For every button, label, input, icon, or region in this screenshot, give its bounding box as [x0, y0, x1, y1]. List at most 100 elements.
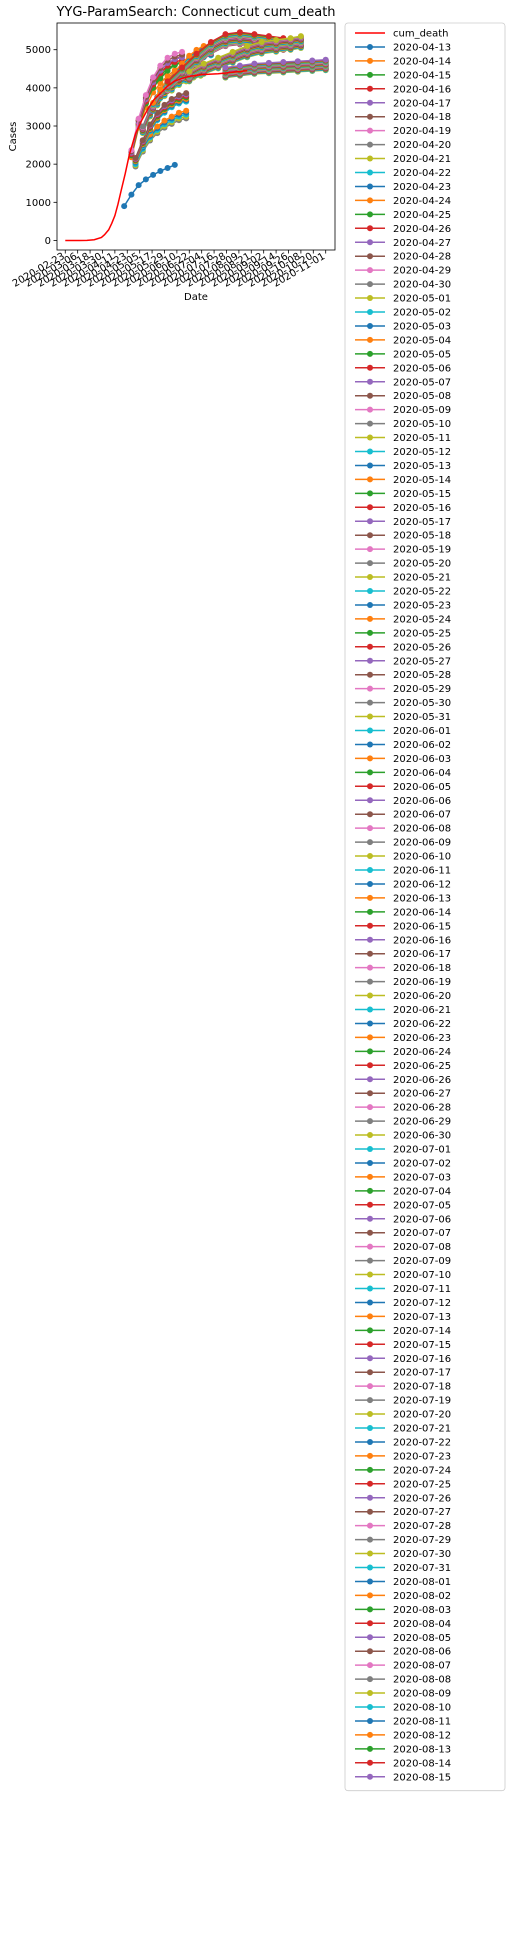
legend-label: 2020-05-29: [393, 684, 451, 695]
legend-entry: 2020-06-22: [355, 1019, 451, 1030]
projection-point: [150, 171, 157, 178]
legend-entry: 2020-05-31: [355, 712, 451, 723]
legend-entry: 2020-05-15: [355, 489, 451, 500]
legend-entry: 2020-06-26: [355, 1075, 451, 1086]
legend-label: 2020-08-09: [393, 1689, 451, 1700]
projection-point: [168, 95, 175, 102]
legend-label: 2020-07-10: [393, 1270, 451, 1281]
projection-point: [287, 35, 294, 42]
actual-cum-death-line: [65, 69, 248, 242]
legend-label: 2020-05-22: [393, 587, 451, 598]
legend-marker: [367, 1215, 373, 1222]
legend-label: 2020-04-29: [393, 266, 451, 277]
projection-point: [179, 64, 186, 71]
legend-marker: [367, 1745, 373, 1752]
legend-marker: [367, 1271, 373, 1278]
legend-marker: [367, 1759, 373, 1766]
legend-entry: 2020-06-12: [355, 879, 451, 890]
legend-label: 2020-06-20: [393, 991, 451, 1002]
projection-point: [222, 64, 229, 71]
legend-entry: 2020-05-04: [355, 335, 451, 346]
legend-entry: 2020-06-06: [355, 796, 451, 807]
legend-entry: 2020-05-05: [355, 349, 451, 360]
legend-label: 2020-04-30: [393, 280, 451, 291]
projection-point: [139, 137, 146, 144]
legend-label: 2020-08-06: [393, 1647, 451, 1658]
legend-entry: 2020-06-28: [355, 1103, 451, 1114]
legend-marker: [367, 783, 373, 790]
legend-marker: [367, 1285, 373, 1292]
legend-marker: [367, 253, 373, 260]
legend-label: 2020-05-03: [393, 321, 451, 332]
legend-marker: [367, 1048, 373, 1055]
projection-point: [236, 29, 243, 36]
legend-marker: [367, 1648, 373, 1655]
legend-marker: [367, 392, 373, 399]
legend-label: 2020-06-07: [393, 810, 451, 821]
projection-point: [132, 154, 139, 161]
legend-entry: 2020-05-11: [355, 433, 451, 444]
legend-marker: [367, 1717, 373, 1724]
legend-entry: 2020-08-06: [355, 1647, 451, 1658]
legend-marker: [367, 894, 373, 901]
legend-entry: 2020-08-02: [355, 1591, 451, 1602]
legend-marker: [367, 1522, 373, 1529]
legend-marker: [367, 71, 373, 78]
legend-label: 2020-06-25: [393, 1061, 451, 1072]
legend-label: 2020-08-04: [393, 1619, 451, 1630]
legend-label: 2020-06-22: [393, 1019, 451, 1030]
legend-marker: [367, 309, 373, 315]
projection-point: [251, 60, 258, 67]
legend-label: 2020-06-06: [393, 796, 451, 807]
legend-label: 2020-07-13: [393, 1312, 451, 1323]
legend-entry: 2020-06-09: [355, 838, 451, 849]
legend-entry: 2020-06-17: [355, 949, 451, 960]
projection-point: [147, 121, 154, 128]
legend-marker: [367, 853, 373, 860]
legend-marker: [367, 1146, 373, 1152]
legend-label: 2020-07-22: [393, 1437, 451, 1448]
legend-label: 2020-04-24: [393, 196, 451, 207]
legend-marker: [367, 1425, 373, 1431]
projection-point: [297, 33, 304, 40]
legend-label: 2020-08-10: [393, 1703, 451, 1714]
legend-label: 2020-07-12: [393, 1298, 451, 1309]
legend-entry: 2020-07-09: [355, 1256, 451, 1267]
legend-label: 2020-05-15: [393, 489, 451, 500]
legend-marker: [367, 560, 373, 567]
legend-marker: [367, 964, 373, 971]
legend-marker: [367, 880, 373, 887]
legend-entry: 2020-08-15: [355, 1772, 451, 1783]
legend-entry: 2020-04-20: [355, 140, 451, 151]
legend-entry: 2020-08-09: [355, 1689, 451, 1700]
legend-marker: [367, 1313, 373, 1320]
legend-label: 2020-05-25: [393, 628, 451, 639]
legend-marker: [367, 546, 373, 553]
projection-point: [150, 74, 157, 81]
y-tick-label: 4000: [26, 83, 51, 94]
legend-label: 2020-04-28: [393, 252, 451, 263]
legend-entry: 2020-05-26: [355, 642, 451, 653]
legend-entry: 2020-05-16: [355, 503, 451, 514]
legend-entry: 2020-05-07: [355, 377, 451, 388]
legend-label: 2020-04-19: [393, 126, 451, 137]
legend-marker: [367, 1076, 373, 1083]
legend-entry: 2020-06-30: [355, 1131, 451, 1142]
projection-point: [186, 68, 193, 75]
legend-marker: [367, 671, 373, 678]
projection-point: [175, 92, 182, 99]
legend-entry: 2020-06-04: [355, 768, 451, 779]
legend-marker: [367, 1731, 373, 1738]
legend-entry: 2020-07-03: [355, 1172, 451, 1183]
legend-entry: 2020-07-10: [355, 1270, 451, 1281]
legend-label: 2020-05-06: [393, 363, 451, 374]
projection-series: [164, 29, 287, 85]
legend-label: 2020-07-02: [393, 1158, 451, 1169]
legend-entry: 2020-07-17: [355, 1368, 451, 1379]
legend-marker: [367, 1438, 373, 1445]
legend-marker: [367, 350, 373, 357]
legend-label: 2020-07-14: [393, 1326, 451, 1337]
legend-marker: [367, 1173, 373, 1180]
legend-label: 2020-07-30: [393, 1549, 451, 1560]
legend-marker: [367, 741, 373, 748]
